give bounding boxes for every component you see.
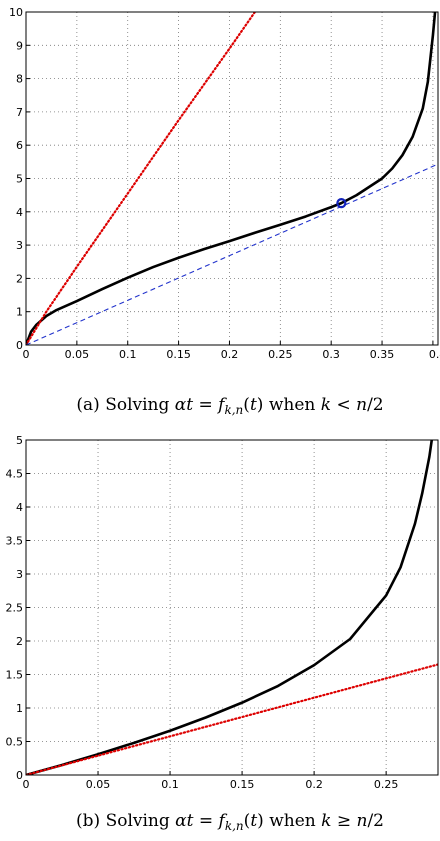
panel-b: 0 0.05 0.1 0.15 0.2 0.25 0 0.5 1 1.5 2 2.5 3 3.5 4 4.5 5 [6, 434, 439, 791]
ytick-label-b-4: 2 [16, 635, 23, 648]
series-a-1-dotted [26, 12, 256, 345]
xtick-label-a-0: 0 [23, 348, 30, 361]
ytick-label-b-5: 2.5 [6, 602, 24, 615]
caption-b: (b) Solving αt = fk,n(t) when k ≥ n/2 [76, 811, 384, 833]
xtick-label-a-6: 0.3 [322, 348, 340, 361]
series-b-1-dotted [26, 663, 438, 775]
ytick-label-a-8: 8 [16, 73, 23, 86]
xtick-label-b-1: 0.05 [86, 778, 111, 791]
ytick-label-a-7: 7 [16, 106, 23, 119]
xtick-label-a-1: 0.05 [65, 348, 90, 361]
ytick-label-b-3: 1.5 [6, 669, 24, 682]
panel-a: 0 0.05 0.1 0.15 0.2 0.25 0.3 0.35 0.4 0 1 2 3 4 5 6 7 8 9 1… [9, 6, 440, 361]
series-b-0-solid [26, 440, 434, 775]
ytick-label-b-6: 3 [16, 568, 23, 581]
ytick-label-b-0: 0 [16, 769, 23, 782]
series-a-0-solid [26, 12, 437, 345]
xtick-label-b-3: 0.15 [230, 778, 255, 791]
xtick-label-a-7: 0.35 [370, 348, 395, 361]
xtick-label-b-5: 0.25 [374, 778, 399, 791]
ytick-label-a-0: 0 [16, 339, 23, 352]
ytick-label-b-7: 3.5 [6, 535, 24, 548]
intersection-marker-a [336, 198, 347, 209]
caption-a: (a) Solving αt = fk,n(t) when k < n/2 [76, 395, 383, 417]
xtick-label-a-5: 0.25 [268, 348, 293, 361]
ytick-label-a-9: 9 [16, 39, 23, 52]
ytick-label-a-6: 6 [16, 139, 23, 152]
ytick-label-b-10: 5 [16, 434, 23, 447]
xtick-label-b-4: 0.2 [305, 778, 323, 791]
ytick-label-a-4: 4 [16, 206, 23, 219]
ytick-label-b-9: 4.5 [6, 468, 24, 481]
xtick-label-b-2: 0.1 [161, 778, 179, 791]
ytick-label-a-10: 10 [9, 6, 23, 19]
ytick-label-a-5: 5 [16, 173, 23, 186]
xtick-label-a-8: 0.4 [429, 348, 440, 361]
xtick-label-a-2: 0.1 [119, 348, 137, 361]
xtick-label-a-3: 0.15 [166, 348, 191, 361]
ytick-label-b-1: 0.5 [6, 736, 24, 749]
xtick-label-b-0: 0 [23, 778, 30, 791]
ytick-label-a-3: 3 [16, 239, 23, 252]
ytick-label-a-2: 2 [16, 272, 23, 285]
series-a-2-dashed [26, 163, 438, 345]
xtick-label-a-4: 0.2 [221, 348, 239, 361]
ytick-label-b-8: 4 [16, 501, 23, 514]
ytick-label-a-1: 1 [16, 306, 23, 319]
ytick-label-b-2: 1 [16, 702, 23, 715]
